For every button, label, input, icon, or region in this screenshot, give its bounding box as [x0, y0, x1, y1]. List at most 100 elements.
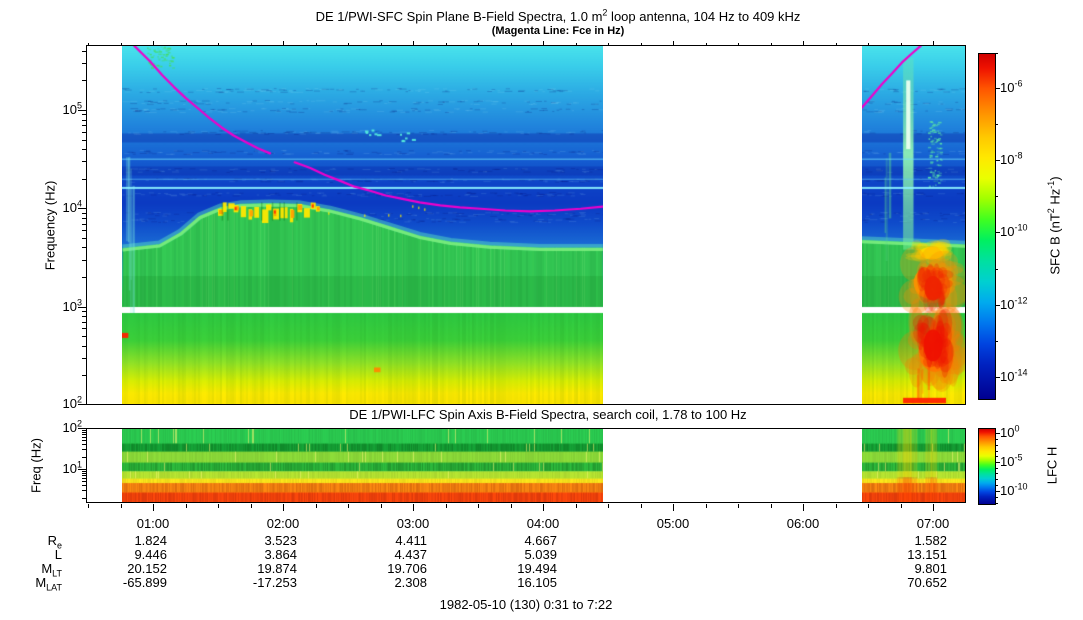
sfc-y-minor-tick [82, 224, 86, 225]
x-axis-minor-tick [900, 504, 902, 508]
x-axis-top-minor-tick [770, 43, 772, 45]
ephemeris-value: 1.582 [914, 533, 947, 548]
colorbar-minor-tick [995, 53, 998, 54]
x-axis-major-tick [543, 504, 544, 511]
ephemeris-value: 3.864 [264, 547, 297, 562]
x-axis-top-minor-tick [348, 43, 349, 45]
sfc-y-minor-tick [82, 149, 86, 150]
lfc-y-minor-tick [82, 457, 86, 458]
ephemeris-value: 9.446 [134, 547, 167, 562]
x-axis-minor-tick [575, 504, 577, 508]
sfc-y-minor-tick [82, 132, 86, 133]
ephemeris-value: 4.411 [395, 533, 427, 548]
x-axis-top-minor-tick [640, 43, 642, 45]
lfc-y-minor-tick [82, 444, 86, 445]
colorbar-minor-tick [995, 451, 998, 452]
sfc-y-tick-label: 104 [62, 198, 82, 215]
sfc-y-major-tick [78, 307, 86, 308]
colorbar-tick-label: 10-6 [1000, 78, 1023, 95]
sfc-y-major-tick [78, 404, 86, 405]
ephemeris-value: 4.437 [394, 547, 427, 562]
colorbar-major-tick [995, 491, 1000, 492]
sfc-y-minor-tick [82, 322, 86, 323]
colorbar-tick-label: 10-10 [1000, 481, 1028, 498]
sfc-y-tick-label: 103 [62, 297, 82, 314]
sfc-spectrogram-segment-1 [122, 46, 603, 404]
colorbar-tick-label: 10-14 [1000, 367, 1028, 384]
x-axis-major-tick [933, 504, 934, 511]
sfc-y-minor-tick [82, 311, 86, 312]
lfc-y-minor-tick [82, 437, 86, 438]
lfc-y-minor-tick [82, 478, 86, 479]
x-axis-major-tick [413, 504, 414, 511]
lfc-y-minor-tick [82, 449, 86, 450]
x-axis-top-minor-tick [478, 43, 479, 45]
lfc-spectrogram-segment-2 [862, 429, 965, 502]
x-axis-minor-tick [868, 504, 869, 508]
x-axis-minor-tick [185, 504, 187, 508]
ephemeris-value: 9.801 [914, 561, 947, 576]
sfc-y-minor-tick [82, 80, 86, 81]
sfc-y-minor-tick [82, 260, 86, 261]
x-axis-top-minor-tick [250, 43, 252, 45]
colorbar-minor-tick [995, 473, 998, 474]
lfc-y-major-tick [78, 469, 86, 470]
colorbar-minor-tick [995, 341, 998, 342]
x-axis-top-minor-tick [868, 43, 869, 45]
x-axis-top-tick [933, 41, 934, 45]
lfc-y-minor-tick [82, 475, 86, 476]
x-axis-minor-tick [640, 504, 642, 508]
sfc-y-minor-tick [82, 238, 86, 239]
lfc-y-axis-label: Freq (Hz) [28, 438, 44, 493]
colorbar-minor-tick [995, 468, 998, 469]
x-axis-tick-label: 03:00 [396, 516, 430, 531]
sfc-colorbar [978, 53, 996, 400]
sfc-spectrogram-segment-2 [862, 46, 965, 404]
x-axis-minor-tick [705, 504, 707, 508]
ephemeris-value: 4.667 [524, 533, 557, 548]
x-axis-top-minor-tick [608, 43, 609, 45]
x-axis-top-minor-tick [445, 43, 447, 45]
x-axis-top-minor-tick [218, 43, 219, 45]
ephemeris-value: 20.152 [127, 561, 167, 576]
x-axis-tick-label: 06:00 [786, 516, 820, 531]
sfc-y-minor-tick [82, 375, 86, 376]
lfc-colorbar-label: LFC H [1044, 446, 1060, 485]
lfc-y-minor-tick [82, 430, 86, 431]
colorbar-minor-tick [995, 456, 998, 457]
colorbar-major-tick [995, 433, 1000, 434]
sfc-y-minor-tick [82, 51, 86, 52]
sfc-y-minor-tick [82, 346, 86, 347]
ephemeris-value: 1.824 [134, 533, 167, 548]
colorbar-tick-label: 10-8 [1000, 150, 1023, 167]
sfc-y-minor-tick [82, 179, 86, 180]
lfc-y-tick-label: 102 [62, 418, 82, 435]
ephemeris-value: 2.308 [394, 575, 427, 590]
x-axis-top-minor-tick [900, 43, 902, 45]
ephemeris-row-label: Re [47, 533, 62, 551]
sfc-y-minor-tick [82, 247, 86, 248]
sfc-title: DE 1/PWI-SFC Spin Plane B-Field Spectra,… [315, 7, 801, 24]
x-axis-tick-label: 01:00 [136, 516, 170, 531]
ephemeris-row-label: L [54, 547, 62, 562]
x-axis-top-tick [283, 41, 284, 45]
lfc-title: DE 1/PWI-LFC Spin Axis B-Field Spectra, … [349, 407, 747, 422]
sfc-y-minor-tick [82, 114, 86, 115]
sfc-y-minor-tick [82, 140, 86, 141]
colorbar-minor-tick [995, 124, 998, 125]
sfc-y-minor-tick [82, 277, 86, 278]
sfc-subtitle: (Magenta Line: Fce in Hz) [491, 25, 625, 37]
x-axis-minor-tick [348, 504, 349, 508]
sfc-y-minor-tick [82, 230, 86, 231]
lfc-y-minor-tick [82, 471, 86, 472]
colorbar-tick-label: 10-10 [1000, 222, 1028, 239]
sfc-y-minor-tick [82, 125, 86, 126]
lfc-y-minor-tick [82, 485, 86, 486]
x-axis-tick-label: 07:00 [916, 516, 950, 531]
colorbar-minor-tick [995, 445, 998, 446]
x-axis-top-minor-tick [738, 43, 739, 45]
x-axis-minor-tick [478, 504, 479, 508]
lfc-y-tick-label: 101 [62, 459, 82, 476]
x-axis-minor-tick [218, 504, 219, 508]
sfc-y-minor-tick [82, 213, 86, 214]
